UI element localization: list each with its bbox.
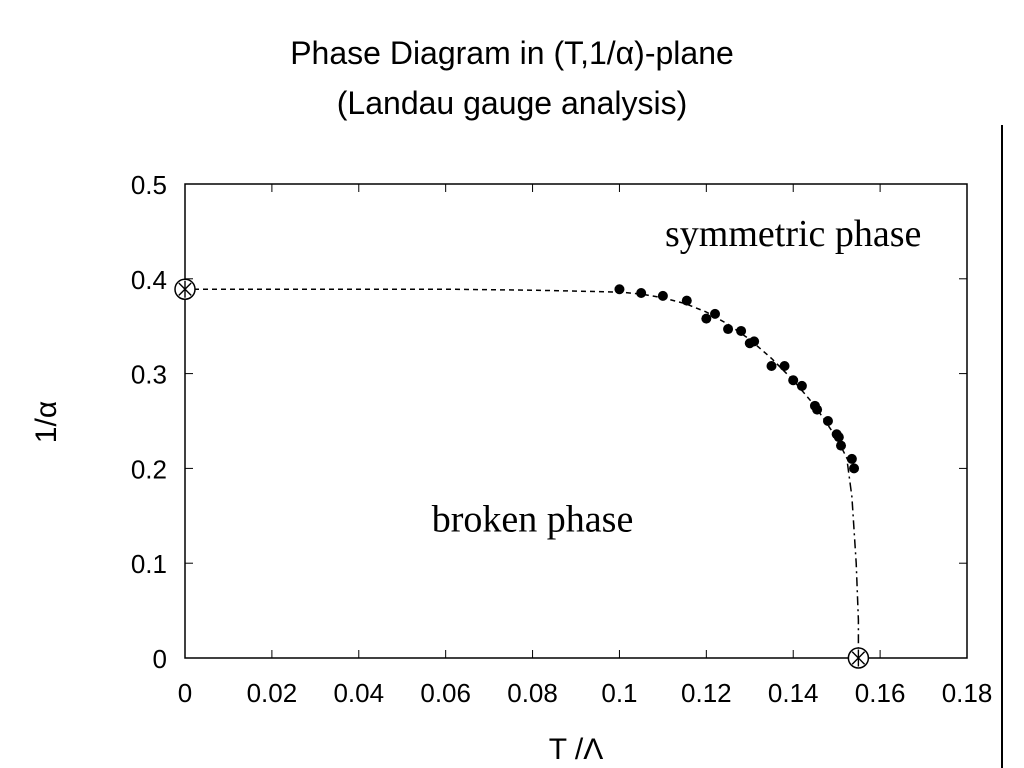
data-point: [849, 463, 860, 474]
chart-title-line1: Phase Diagram in (T,1/α)-plane: [290, 35, 734, 71]
data-point: [788, 375, 799, 386]
data-point: [812, 404, 823, 415]
critical-point-marker: [174, 278, 196, 300]
y-tick-label: 0.1: [131, 549, 167, 579]
data-points: [614, 284, 860, 474]
dashed-fit-curve: [185, 288, 851, 465]
data-point: [736, 325, 747, 336]
y-axis-label: 1/α: [30, 401, 63, 443]
data-point: [636, 288, 647, 299]
data-point: [723, 324, 734, 335]
x-tick-label: 0.06: [420, 678, 471, 708]
x-tick-label: 0.1: [601, 678, 637, 708]
x-tick-label: 0.12: [681, 678, 732, 708]
x-tick-label: 0: [178, 678, 192, 708]
y-tick-label: 0.2: [131, 454, 167, 484]
x-tick-label: 0.08: [507, 678, 558, 708]
slide-divider-line: [1001, 125, 1003, 768]
data-point: [681, 295, 692, 306]
y-tick-label: 0.3: [131, 360, 167, 390]
y-tick-label: 0.5: [131, 170, 167, 200]
data-point: [836, 440, 847, 451]
y-tick-label: 0.4: [131, 265, 167, 295]
x-axis-label: T /Λ: [549, 733, 604, 766]
data-point: [614, 284, 625, 295]
data-point: [710, 308, 721, 319]
data-point: [749, 336, 760, 347]
x-tick-label: 0.16: [855, 678, 906, 708]
critical-points: [174, 278, 870, 669]
phase-annotation: broken phase: [432, 499, 634, 541]
x-tick-label: 0.18: [942, 678, 993, 708]
data-point: [822, 416, 833, 426]
data-point: [796, 380, 807, 391]
y-tick-label: 0: [153, 644, 167, 674]
plot-frame: [184, 183, 968, 659]
x-tick-label: 0.02: [247, 678, 298, 708]
data-point: [701, 313, 712, 324]
axis-ticks: 0 0.02 0.04 0.06 0.08 0.1 0.12 0.14 0.16 0.18 0 0.1…: [131, 170, 992, 708]
chart-title-line2: (Landau gauge analysis): [336, 85, 688, 121]
x-tick-label: 0.14: [768, 678, 819, 708]
data-point: [833, 432, 844, 443]
data-point: [846, 453, 857, 464]
phase-annotation: symmetric phase: [665, 213, 921, 255]
x-tick-label: 0.04: [333, 678, 384, 708]
data-point: [779, 361, 790, 372]
phase-annotations: symmetric phase broken phase: [432, 213, 922, 540]
data-point: [766, 361, 777, 372]
dash-dot-fit-curve: [846, 463, 860, 658]
fit-curves: [185, 288, 860, 658]
critical-point-marker: [847, 647, 870, 669]
data-point: [657, 290, 668, 301]
